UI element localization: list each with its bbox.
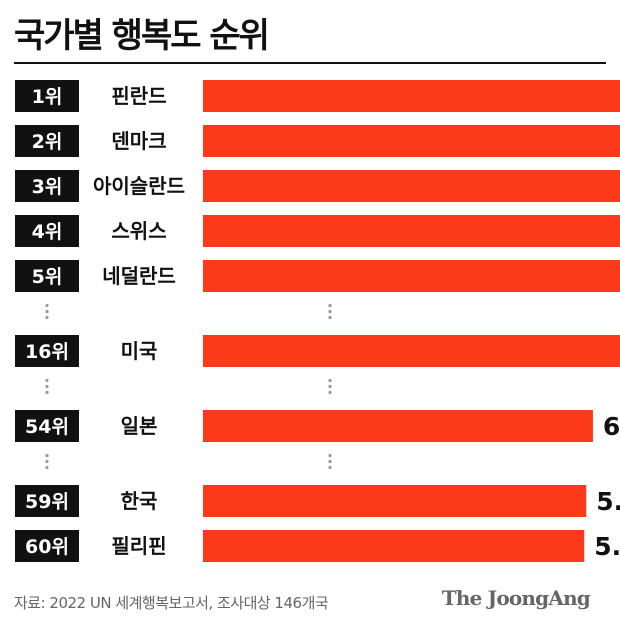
bar xyxy=(203,485,587,517)
bar xyxy=(203,125,620,157)
source-note: 자료: 2022 UN 세계행복보고서, 조사대상 146개국 xyxy=(14,594,329,612)
category-label: 일본 xyxy=(121,414,158,438)
bar xyxy=(203,80,620,112)
category-label: 덴마크 xyxy=(111,129,166,153)
rank-badge xyxy=(15,215,79,247)
ellipsis-icon xyxy=(328,453,332,470)
category-label: 아이슬란드 xyxy=(93,174,185,198)
rank-badge xyxy=(15,260,79,292)
rank-badge xyxy=(15,125,79,157)
category-label: 한국 xyxy=(121,489,158,513)
rank-label: 1위 xyxy=(32,86,63,108)
rank-label: 16위 xyxy=(25,341,69,363)
rank-badge xyxy=(15,410,79,442)
category-label: 핀란드 xyxy=(111,84,166,108)
category-label: 미국 xyxy=(121,339,158,363)
chart-title: 국가별 행복도 순위 xyxy=(14,16,270,56)
ellipsis-icon xyxy=(45,453,49,470)
rank-label: 2위 xyxy=(32,131,63,153)
value-label: 5.935 xyxy=(596,487,620,516)
rank-badge xyxy=(15,80,79,112)
bar-chart: 1위핀란드7.8212위덴마크7.6363위아이슬란드7.5574위스위스7.5… xyxy=(15,80,620,562)
ellipsis-icon xyxy=(328,378,332,395)
rank-label: 4위 xyxy=(32,221,63,243)
ellipsis-icon xyxy=(45,378,49,395)
rank-label: 54위 xyxy=(25,416,69,438)
value-label: 5.904 xyxy=(594,532,620,561)
bar xyxy=(203,260,620,292)
bar xyxy=(203,170,620,202)
rank-label: 59위 xyxy=(25,491,69,513)
title-divider xyxy=(14,62,606,64)
rank-badge xyxy=(15,485,79,517)
rank-label: 60위 xyxy=(25,536,69,558)
ellipsis-icon xyxy=(328,303,332,320)
rank-badge xyxy=(15,170,79,202)
rank-label: 5위 xyxy=(32,266,63,288)
bar xyxy=(203,215,620,247)
rank-badge xyxy=(15,335,79,367)
category-label: 네덜란드 xyxy=(102,264,176,288)
rank-badge xyxy=(15,530,79,562)
ellipsis-icon xyxy=(45,303,49,320)
category-label: 필리핀 xyxy=(111,534,166,558)
brand-logo: The JoongAng xyxy=(441,586,591,610)
category-label: 스위스 xyxy=(111,219,166,243)
rank-label: 3위 xyxy=(32,176,63,198)
bar xyxy=(203,335,620,367)
value-label: 6.039 xyxy=(603,412,620,441)
bar xyxy=(203,410,593,442)
bar xyxy=(203,530,585,562)
